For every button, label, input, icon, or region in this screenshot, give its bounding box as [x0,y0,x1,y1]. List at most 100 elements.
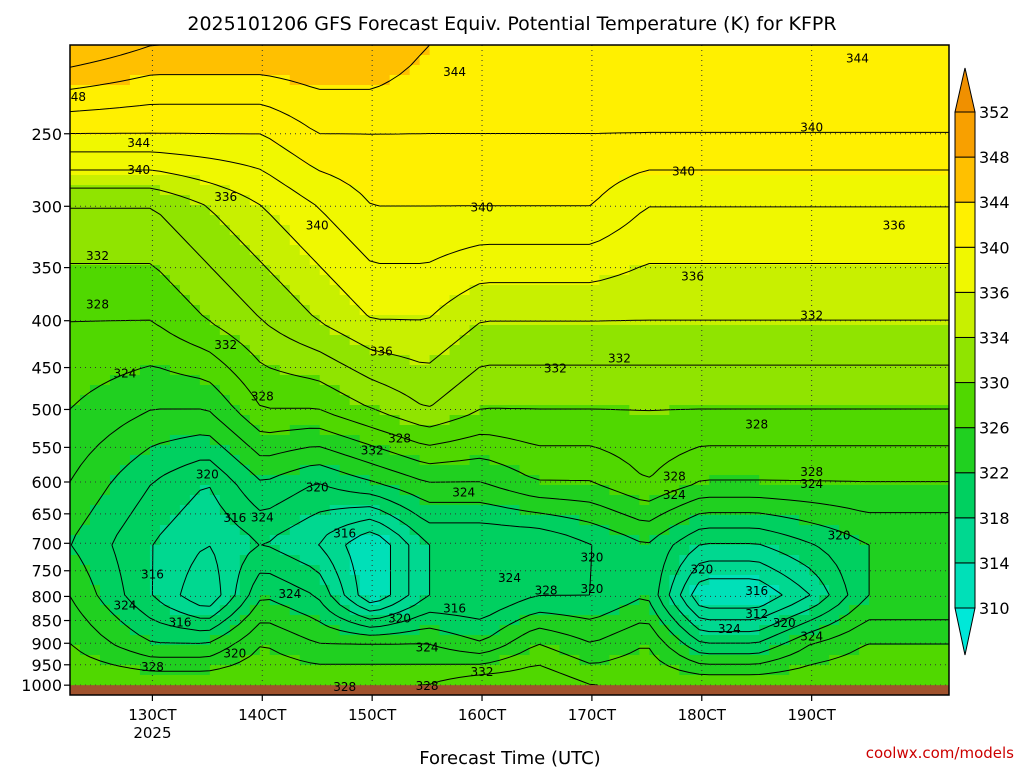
heatmap-cell [459,285,471,296]
heatmap-cell [439,355,451,366]
heatmap-cell [209,235,221,246]
heatmap-cell [919,215,930,226]
heatmap-cell [429,525,441,536]
heatmap-cell [839,375,850,386]
heatmap-cell [429,515,441,526]
heatmap-cell [629,85,640,96]
heatmap-cell [70,175,81,186]
heatmap-cell [759,455,770,466]
heatmap-cell [489,45,501,56]
heatmap-cell [279,445,291,456]
heatmap-cell [309,595,321,606]
heatmap-cell [679,185,690,196]
heatmap-cell [499,125,511,136]
heatmap-cell [709,305,720,316]
heatmap-cell [149,55,161,66]
heatmap-cell [669,465,680,476]
heatmap-cell [699,535,710,546]
heatmap-cell [799,135,810,146]
heatmap-cell [579,285,591,296]
heatmap-cell [779,135,790,146]
heatmap-cell [389,105,401,116]
heatmap-cell [459,135,471,146]
heatmap-cell [619,205,630,216]
heatmap-cell [429,435,441,446]
heatmap-cell [449,265,461,276]
heatmap-cell [589,385,600,396]
heatmap-cell [489,245,501,256]
heatmap-cell [569,45,581,56]
heatmap-cell [809,445,820,456]
heatmap-cell [659,115,670,126]
heatmap-cell [729,195,740,206]
heatmap-cell [929,185,940,196]
heatmap-cell [919,55,930,66]
heatmap-cell [109,475,121,486]
heatmap-cell [189,235,201,246]
heatmap-cell [179,265,191,276]
heatmap-cell [89,435,101,446]
heatmap-cell [349,405,361,416]
heatmap-cell [189,55,201,66]
heatmap-cell [289,545,301,556]
heatmap-cell [559,225,571,236]
heatmap-cell [329,235,341,246]
heatmap-cell [309,175,321,186]
heatmap-cell [579,315,591,326]
heatmap-cell [89,185,101,196]
heatmap-cell [479,555,491,566]
heatmap-cell [689,195,700,206]
heatmap-cell [939,555,949,566]
heatmap-cell [719,105,730,116]
heatmap-cell [689,275,700,286]
heatmap-cell [699,85,710,96]
heatmap-cell [219,505,231,516]
heatmap-cell [89,325,101,336]
heatmap-cell [229,205,241,216]
heatmap-cell [489,535,501,546]
heatmap-cell [239,65,251,76]
heatmap-cell [829,115,840,126]
heatmap-cell [929,155,940,166]
heatmap-cell [539,525,551,536]
heatmap-cell [549,255,561,266]
heatmap-cell [219,605,231,616]
heatmap-cell [589,155,600,166]
heatmap-cell [249,395,261,406]
heatmap-cell [829,365,840,376]
heatmap-cell [279,75,291,86]
heatmap-cell [769,285,780,296]
heatmap-cell [869,235,880,246]
heatmap-cell [339,235,351,246]
heatmap-cell [799,45,810,56]
heatmap-cell [469,75,481,86]
heatmap-cell [629,465,640,476]
heatmap-cell [429,385,441,396]
heatmap-cell [89,105,101,116]
heatmap-cell [809,255,820,266]
heatmap-cell [389,605,401,616]
heatmap-cell [70,485,81,496]
heatmap-cell [589,595,600,606]
heatmap-cell [269,125,281,136]
heatmap-cell [529,205,541,216]
heatmap-cell [629,435,640,446]
heatmap-cell [179,475,191,486]
heatmap-cell [359,475,371,486]
heatmap-cell [599,135,610,146]
heatmap-cell [239,235,251,246]
heatmap-cell [709,455,720,466]
heatmap-cell [579,75,591,86]
heatmap-cell [619,455,630,466]
heatmap-cell [259,135,271,146]
heatmap-cell [89,235,101,246]
heatmap-cell [929,515,940,526]
heatmap-cell [469,525,481,536]
heatmap-cell [679,505,690,516]
heatmap-cell [239,125,251,136]
heatmap-cell [669,605,680,616]
heatmap-cell [259,495,271,506]
heatmap-cell [129,535,141,546]
heatmap-cell [239,385,251,396]
heatmap-cell [899,125,910,136]
